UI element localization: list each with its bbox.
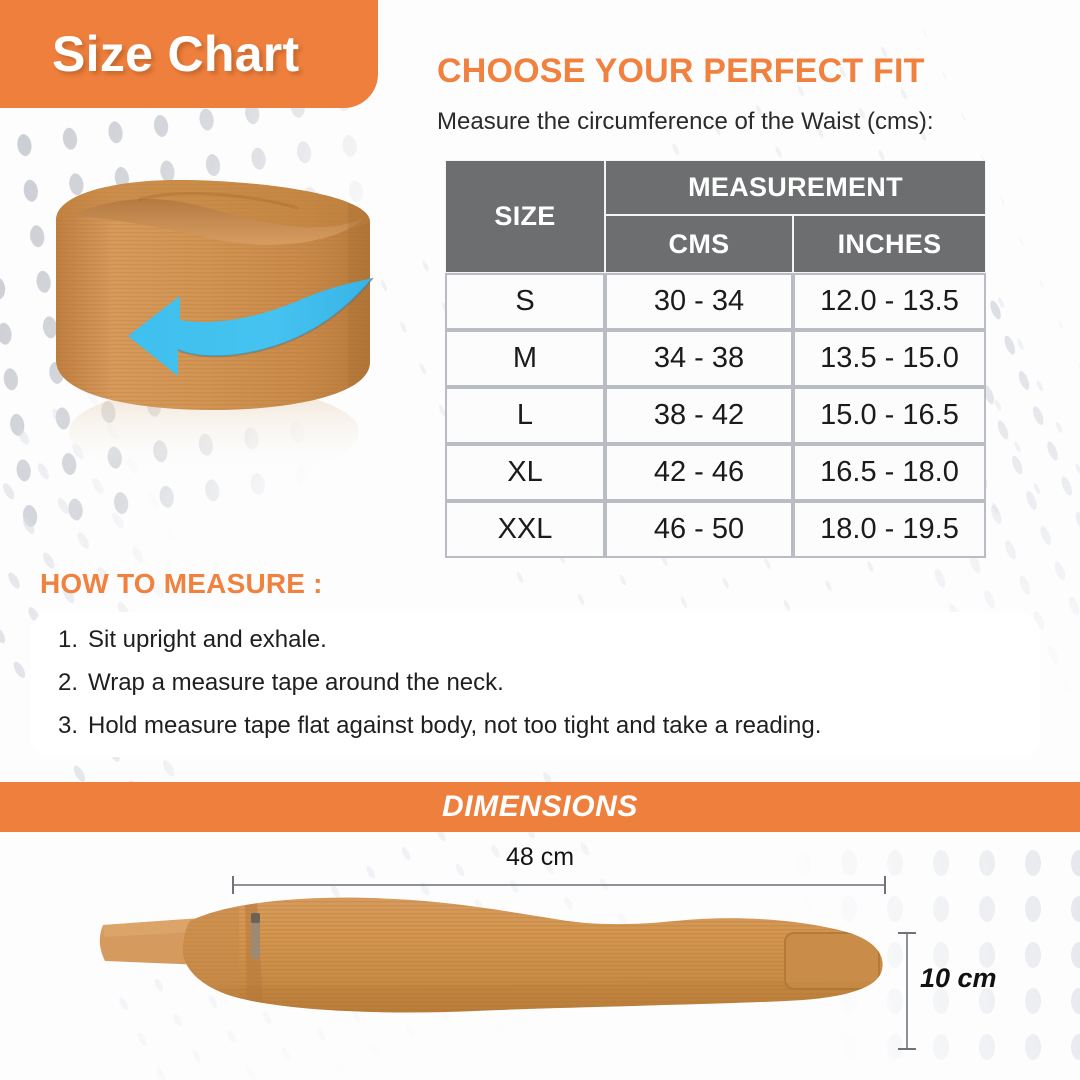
column-header-cms: CMS xyxy=(605,215,793,273)
height-dimension-line xyxy=(898,932,916,1050)
cell-cms: 46 - 50 xyxy=(605,501,793,558)
cell-size: S xyxy=(445,273,605,330)
dimensions-banner: DIMENSIONS xyxy=(0,782,1080,832)
choose-fit-heading: CHOOSE YOUR PERFECT FIT xyxy=(437,52,925,90)
list-item: 1. Sit upright and exhale. xyxy=(58,628,1040,652)
height-dimension-label: 10 cm xyxy=(920,963,997,993)
list-item-number: 1. xyxy=(58,626,79,653)
cell-cms: 30 - 34 xyxy=(605,273,793,330)
dimensions-banner-label: DIMENSIONS xyxy=(441,790,639,823)
table-header-row-1: SIZE MEASUREMENT xyxy=(445,160,986,273)
list-item: 2. Wrap a measure tape around the neck. xyxy=(58,671,1040,695)
size-chart-title-badge: Size Chart xyxy=(0,0,378,108)
cell-inches: 16.5 - 18.0 xyxy=(793,444,986,501)
cell-size: L xyxy=(445,387,605,444)
table-row: XL 42 - 46 16.5 - 18.0 xyxy=(445,444,986,501)
width-dimension-label: 48 cm xyxy=(505,843,575,871)
column-header-inches: INCHES xyxy=(793,215,986,273)
cell-cms: 38 - 42 xyxy=(605,387,793,444)
table-row: M 34 - 38 13.5 - 15.0 xyxy=(445,330,986,387)
cell-inches: 13.5 - 15.0 xyxy=(793,330,986,387)
measure-instruction-text: Measure the circumference of the Waist (… xyxy=(437,108,934,135)
cell-inches: 12.0 - 13.5 xyxy=(793,273,986,330)
cell-size: XL xyxy=(445,444,605,501)
cell-inches: 18.0 - 19.5 xyxy=(793,501,986,558)
table-header-row-2: CMS INCHES xyxy=(445,215,986,273)
cervical-collar-flat-image xyxy=(99,897,883,1013)
table-row: S 30 - 34 12.0 - 13.5 xyxy=(445,273,986,330)
table-body: S 30 - 34 12.0 - 13.5 M 34 - 38 13.5 - 1… xyxy=(445,273,986,558)
table-head: SIZE MEASUREMENT CMS INCHES xyxy=(445,160,986,273)
page-title: Size Chart xyxy=(52,26,300,82)
list-item-label: Sit upright and exhale. xyxy=(88,626,327,653)
cell-size: M xyxy=(445,330,605,387)
cell-inches: 15.0 - 16.5 xyxy=(793,387,986,444)
column-header-size: SIZE xyxy=(445,160,605,273)
how-to-measure-heading: HOW TO MEASURE : xyxy=(40,568,323,599)
width-dimension-line xyxy=(232,876,886,894)
list-item-number: 2. xyxy=(58,669,79,696)
list-item-label: Wrap a measure tape around the neck. xyxy=(88,669,504,696)
table-row: XXL 46 - 50 18.0 - 19.5 xyxy=(445,501,986,558)
how-to-measure-list: 1. Sit upright and exhale. 2. Wrap a mea… xyxy=(58,628,1040,738)
cervical-collar-product-image xyxy=(56,180,374,478)
table-row: L 38 - 42 15.0 - 16.5 xyxy=(445,387,986,444)
list-item-number: 3. xyxy=(58,712,79,739)
list-item-label: Hold measure tape flat against body, not… xyxy=(88,712,822,739)
cell-size: XXL xyxy=(445,501,605,558)
cell-cms: 34 - 38 xyxy=(605,330,793,387)
list-item: 3. Hold measure tape flat against body, … xyxy=(58,714,1040,738)
how-to-measure-card: 1. Sit upright and exhale. 2. Wrap a mea… xyxy=(30,612,1040,757)
size-chart-table: SIZE MEASUREMENT CMS INCHES S 30 - 34 12… xyxy=(445,160,986,558)
cell-cms: 42 - 46 xyxy=(605,444,793,501)
column-header-measurement: MEASUREMENT xyxy=(605,160,986,215)
